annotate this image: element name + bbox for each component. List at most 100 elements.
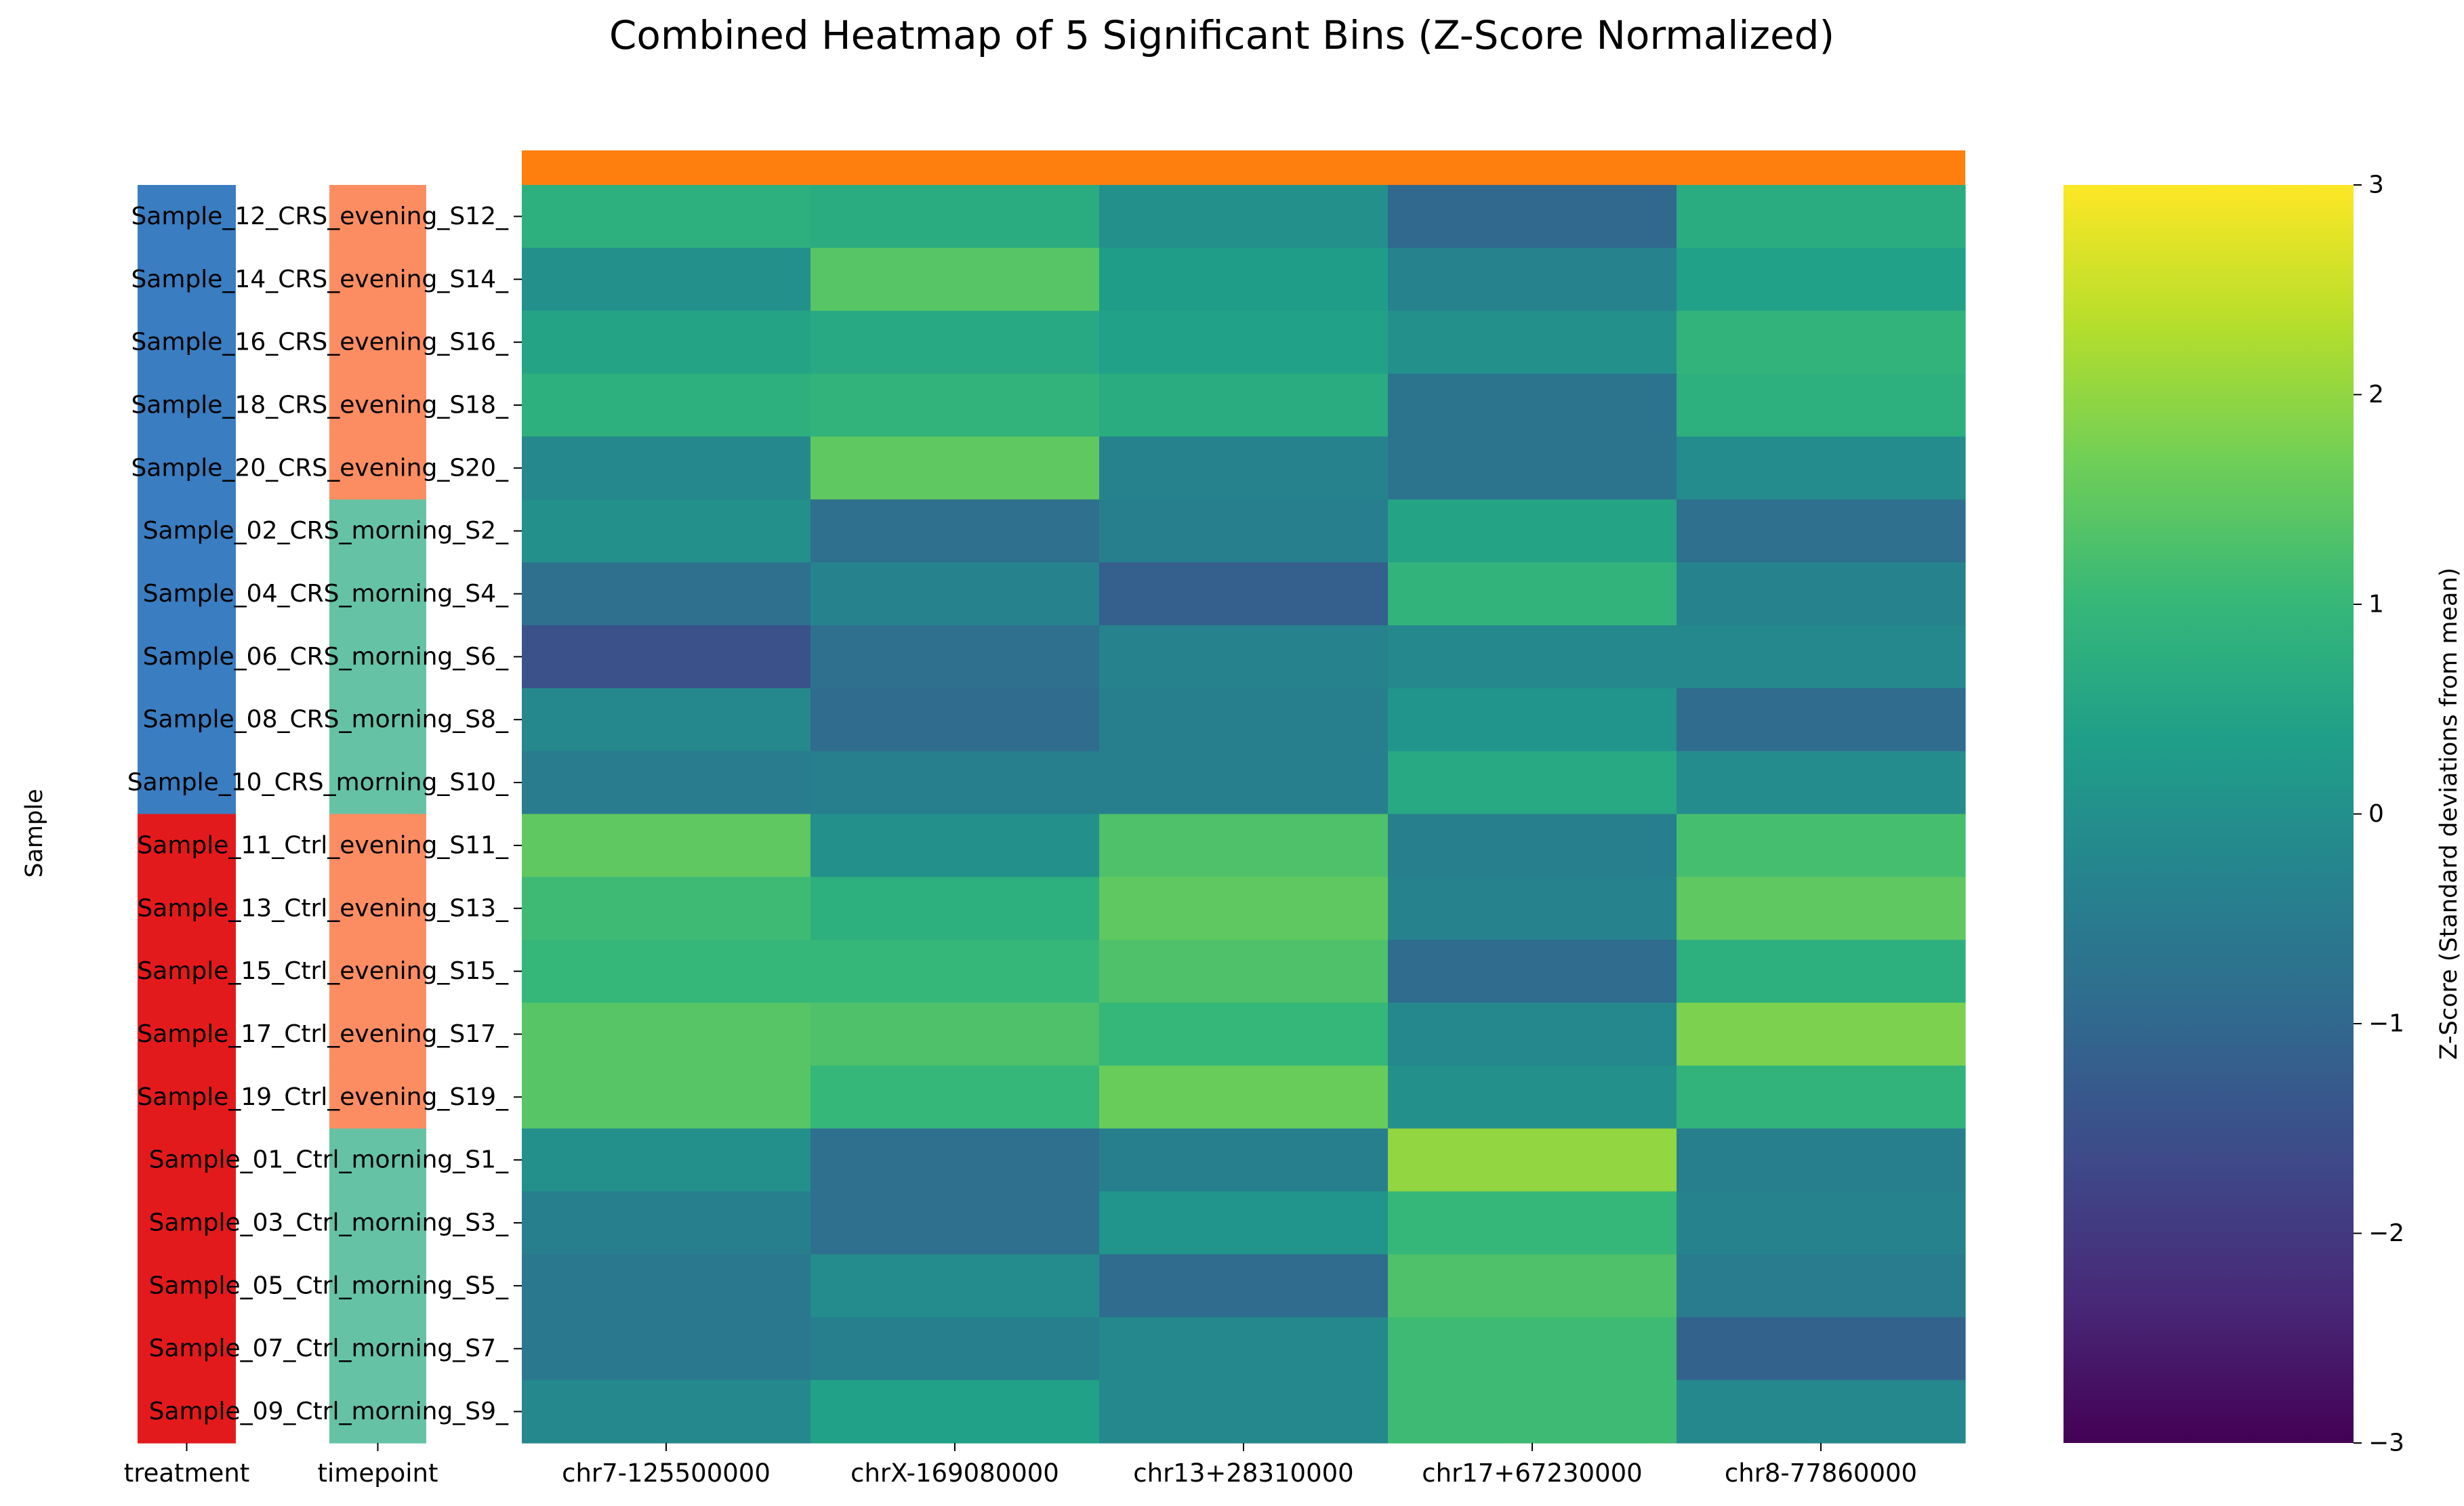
heatmap-cell	[810, 751, 1100, 815]
heatmap-cell	[1388, 373, 1677, 437]
heatmap-cell	[522, 877, 811, 940]
heatmap-cell	[1388, 1065, 1677, 1129]
heatmap-cell	[1388, 436, 1677, 500]
heatmap-cell	[810, 1065, 1100, 1129]
heatmap-cell	[522, 814, 811, 877]
timepoint-annotation-cell	[329, 814, 426, 877]
treatment-annotation-cell	[138, 877, 236, 940]
colorbar-tick-label: 3	[2368, 171, 2384, 199]
treatment-annotation-cell	[138, 814, 236, 877]
row-label: Sample_10_CRS_morning_S10_	[127, 769, 509, 797]
treatment-annotation-cell	[138, 1128, 236, 1192]
heatmap-cell	[522, 1128, 811, 1192]
heatmap-cell	[522, 499, 811, 563]
heatmap-cell	[1099, 688, 1389, 752]
heatmap-cell	[1677, 310, 1966, 375]
colorbar-tick-label: −3	[2368, 1429, 2404, 1457]
heatmap-cell	[1677, 499, 1966, 563]
heatmap-cell	[1677, 1128, 1966, 1192]
heatmap-cell	[1677, 1191, 1966, 1255]
heatmap-cell	[1099, 185, 1389, 249]
heatmap-cell	[1099, 436, 1389, 500]
heatmap-cell	[810, 940, 1100, 1003]
heatmap-cell	[810, 499, 1100, 563]
heatmap-cell	[1677, 436, 1966, 500]
heatmap-cell	[1388, 940, 1677, 1003]
heatmap-cell	[522, 1317, 811, 1381]
timepoint-annotation-cell	[329, 751, 426, 815]
heatmap-cell	[522, 373, 811, 437]
column-label: chr7-125500000	[562, 1459, 771, 1488]
column-label: chrX-169080000	[850, 1459, 1059, 1488]
heatmap-cell	[522, 1254, 811, 1318]
row-label: Sample_13_Ctrl_evening_S13_	[137, 894, 509, 922]
heatmap-cell	[1099, 1003, 1389, 1066]
treatment-annotation-cell	[138, 1191, 236, 1255]
heatmap-cell	[1099, 751, 1389, 815]
heatmap-cell	[810, 688, 1100, 752]
timepoint-annotation-cell	[329, 1065, 426, 1129]
heatmap-cell	[810, 1254, 1100, 1318]
heatmap-cell	[1677, 940, 1966, 1003]
row-label: Sample_02_CRS_morning_S2_	[143, 517, 509, 545]
treatment-annotation-cell	[138, 562, 236, 626]
timepoint-annotation-cell	[329, 1380, 426, 1444]
row-label: Sample_07_Ctrl_morning_S7_	[149, 1335, 509, 1362]
heatmap-cell	[810, 814, 1100, 877]
row-label: Sample_12_CRS_evening_S12_	[131, 203, 509, 230]
heatmap-cell	[1677, 562, 1966, 626]
heatmap-cell	[810, 562, 1100, 626]
heatmap-cell	[522, 1065, 811, 1129]
heatmap-cell	[1388, 1380, 1677, 1444]
treatment-annotation-cell	[138, 310, 236, 375]
heatmap-cell	[522, 436, 811, 500]
heatmap-cell	[1099, 499, 1389, 563]
heatmap-cell	[810, 373, 1100, 437]
timepoint-annotation-cell	[329, 310, 426, 375]
heatmap-cell	[1388, 877, 1677, 940]
heatmap-cell	[1388, 1128, 1677, 1192]
heatmap-cell	[1099, 247, 1389, 312]
row-label: Sample_20_CRS_evening_S20_	[131, 454, 509, 482]
heatmap-cell	[1677, 185, 1966, 249]
treatment-annotation-cell	[138, 436, 236, 500]
heatmap-cell	[1677, 1003, 1966, 1066]
row-label: Sample_16_CRS_evening_S16_	[131, 329, 509, 356]
timepoint-annotation-cell	[329, 1254, 426, 1318]
heatmap-cell	[810, 1191, 1100, 1255]
heatmap-cell	[522, 751, 811, 815]
heatmap-cell	[522, 940, 811, 1003]
heatmap-cell	[1388, 247, 1677, 312]
treatment-annotation-cell	[138, 1317, 236, 1381]
heatmap-cell	[1099, 1254, 1389, 1318]
row-label: Sample_11_Ctrl_evening_S11_	[137, 831, 509, 859]
heatmap-cell	[1388, 499, 1677, 563]
heatmap-cell	[1099, 940, 1389, 1003]
timepoint-annotation-cell	[329, 499, 426, 563]
heatmap-cell	[1388, 1254, 1677, 1318]
heatmap-cell	[1099, 310, 1389, 375]
heatmap-cell	[1388, 310, 1677, 375]
heatmap-cell	[1677, 877, 1966, 940]
row-label: Sample_15_Ctrl_evening_S15_	[137, 957, 509, 985]
treatment-annotation-cell	[138, 1380, 236, 1444]
treatment-annotation-cell	[138, 499, 236, 563]
heatmap-cell	[810, 436, 1100, 500]
treatment-column-label: treatment	[124, 1459, 250, 1488]
colorbar-tick-label: 0	[2368, 800, 2384, 828]
heatmap-cell	[522, 185, 811, 249]
row-label: Sample_04_CRS_morning_S4_	[143, 580, 509, 608]
heatmap-cell	[810, 185, 1100, 249]
row-label: Sample_14_CRS_evening_S14_	[131, 266, 509, 293]
heatmap-cell	[1388, 185, 1677, 249]
timepoint-annotation-cell	[329, 247, 426, 312]
timepoint-annotation-cell	[329, 185, 426, 249]
heatmap-cell	[522, 1191, 811, 1255]
timepoint-annotation-cell	[329, 373, 426, 437]
column-label: chr17+67230000	[1422, 1459, 1642, 1488]
heatmap-cell	[1388, 1191, 1677, 1255]
treatment-annotation-cell	[138, 373, 236, 437]
heatmap-cell	[1677, 814, 1966, 877]
row-label: Sample_03_Ctrl_morning_S3_	[149, 1209, 509, 1237]
